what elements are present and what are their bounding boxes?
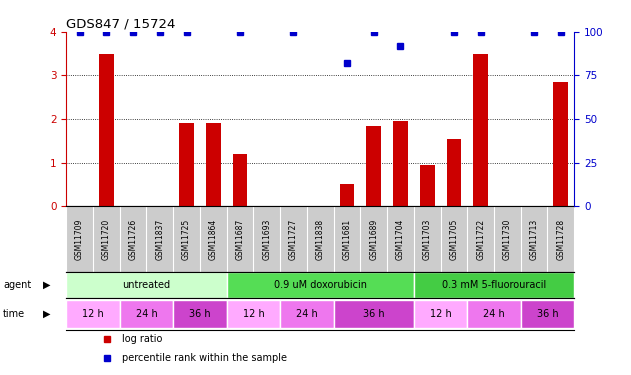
Text: GSM11693: GSM11693 xyxy=(262,218,271,260)
Text: GSM11838: GSM11838 xyxy=(316,219,325,260)
Bar xyxy=(206,123,221,206)
Text: time: time xyxy=(3,309,25,319)
Bar xyxy=(120,300,173,328)
Text: 0.9 uM doxorubicin: 0.9 uM doxorubicin xyxy=(274,280,367,290)
Bar xyxy=(447,139,461,206)
Bar xyxy=(227,272,414,298)
Bar xyxy=(66,300,120,328)
Text: log ratio: log ratio xyxy=(122,334,163,344)
Text: 12 h: 12 h xyxy=(430,309,451,319)
Text: GSM11864: GSM11864 xyxy=(209,218,218,259)
Bar xyxy=(280,300,334,328)
Bar xyxy=(339,184,355,206)
Text: GSM11720: GSM11720 xyxy=(102,218,111,259)
Bar xyxy=(420,165,435,206)
Text: GSM11703: GSM11703 xyxy=(423,218,432,260)
Text: 24 h: 24 h xyxy=(136,309,157,319)
Bar xyxy=(173,300,227,328)
Bar xyxy=(553,82,568,206)
Bar xyxy=(367,126,381,206)
Bar xyxy=(414,272,574,298)
Text: GSM11681: GSM11681 xyxy=(343,219,351,260)
Bar xyxy=(414,300,468,328)
Text: untreated: untreated xyxy=(122,280,170,290)
Text: GSM11725: GSM11725 xyxy=(182,218,191,259)
Text: 24 h: 24 h xyxy=(296,309,318,319)
Text: GSM11689: GSM11689 xyxy=(369,218,378,259)
Bar xyxy=(179,123,194,206)
Text: 36 h: 36 h xyxy=(363,309,384,319)
Text: 12 h: 12 h xyxy=(82,309,104,319)
Text: agent: agent xyxy=(3,280,32,290)
Text: 36 h: 36 h xyxy=(189,309,211,319)
Bar xyxy=(468,300,521,328)
Bar xyxy=(99,54,114,206)
Text: percentile rank within the sample: percentile rank within the sample xyxy=(122,353,287,363)
Text: GSM11713: GSM11713 xyxy=(529,218,539,259)
Bar xyxy=(334,300,414,328)
Text: GDS847 / 15724: GDS847 / 15724 xyxy=(66,18,175,31)
Text: 0.3 mM 5-fluorouracil: 0.3 mM 5-fluorouracil xyxy=(442,280,546,290)
Bar xyxy=(521,300,574,328)
Bar xyxy=(227,300,280,328)
Bar xyxy=(66,272,227,298)
Text: GSM11709: GSM11709 xyxy=(75,218,84,260)
Bar xyxy=(233,154,247,206)
Text: ▶: ▶ xyxy=(43,309,50,319)
Text: 12 h: 12 h xyxy=(242,309,264,319)
Text: GSM11705: GSM11705 xyxy=(449,218,458,260)
Bar xyxy=(393,121,408,206)
Text: ▶: ▶ xyxy=(43,280,50,290)
Text: GSM11704: GSM11704 xyxy=(396,218,405,260)
Text: GSM11728: GSM11728 xyxy=(557,219,565,260)
Text: GSM11722: GSM11722 xyxy=(476,219,485,260)
Text: GSM11837: GSM11837 xyxy=(155,218,164,259)
Text: GSM11730: GSM11730 xyxy=(503,218,512,260)
Text: 24 h: 24 h xyxy=(483,309,505,319)
Text: GSM11726: GSM11726 xyxy=(129,218,138,259)
Text: 36 h: 36 h xyxy=(536,309,558,319)
Text: GSM11727: GSM11727 xyxy=(289,218,298,259)
Bar xyxy=(473,54,488,206)
Text: GSM11687: GSM11687 xyxy=(235,218,245,259)
